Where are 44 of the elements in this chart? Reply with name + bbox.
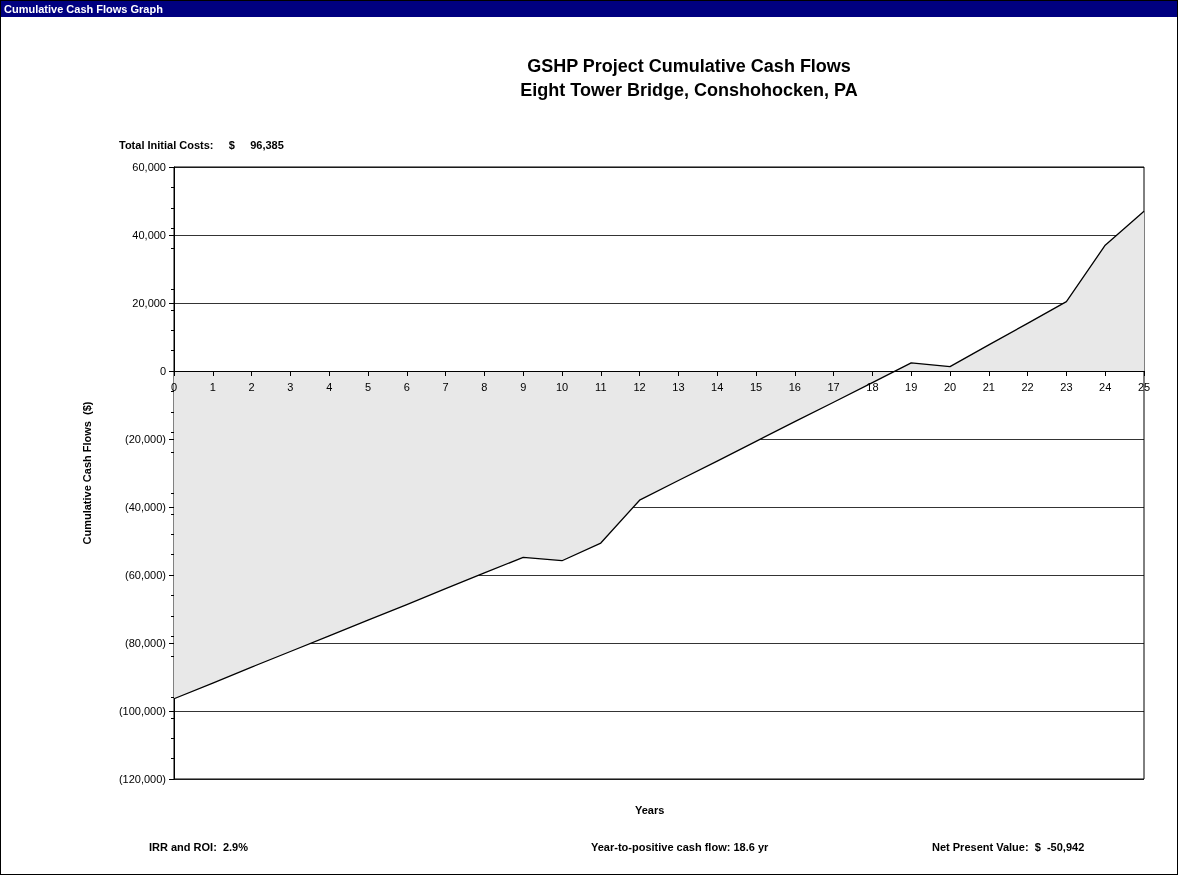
x-tick-label: 2 — [248, 380, 255, 393]
y-axis-title: Cumulative Cash Flows ($) — [80, 401, 93, 545]
x-tick-label: 10 — [555, 380, 569, 393]
y-tick-label: (80,000) — [125, 637, 166, 649]
x-tick-label: 4 — [326, 380, 333, 393]
x-tick-label: 25 — [1137, 380, 1151, 393]
y-tick-label: (40,000) — [125, 501, 166, 513]
x-tick-label: 17 — [827, 380, 840, 393]
x-tick-label: 8 — [481, 380, 488, 393]
x-tick-label: 6 — [403, 380, 410, 393]
y-tick-label: (20,000) — [125, 433, 166, 445]
x-tick-label: 13 — [672, 380, 685, 393]
x-tick-label: 7 — [442, 380, 449, 393]
x-tick-label: 11 — [595, 380, 607, 393]
y-tick-label: 0 — [159, 365, 166, 377]
x-tick-label: 22 — [1021, 380, 1034, 393]
text: Total Initial Costs: $ 96,385 — [119, 139, 284, 151]
x-tick-label: 24 — [1099, 380, 1112, 393]
x-tick-label: 0 — [170, 380, 178, 393]
x-tick-label: 21 — [982, 380, 995, 393]
x-tick-label: 1 — [209, 380, 216, 393]
x-tick-label: 20 — [943, 380, 957, 393]
y-tick-label: 40,000 — [132, 229, 166, 241]
text: IRR and ROI: 2.9% — [149, 841, 249, 853]
text: Cumulative Cash Flows Graph — [1, 1, 1177, 17]
x-tick-label: 18 — [866, 380, 879, 393]
y-tick-label: (100,000) — [118, 705, 166, 717]
x-tick-label: 23 — [1060, 380, 1073, 393]
x-tick-label: 9 — [520, 380, 527, 393]
x-tick-label: 3 — [287, 380, 294, 393]
x-tick-label: 5 — [364, 380, 372, 393]
x-axis-title: Years — [635, 803, 665, 816]
y-tick-label: 20,000 — [132, 297, 166, 309]
y-tick-label: (120,000) — [118, 773, 166, 785]
text: Year-to-positive cash flow: 18.6 yr — [591, 841, 769, 853]
x-tick-label: 15 — [749, 380, 763, 393]
text: Net Present Value: $ -50,942 — [932, 841, 1085, 853]
chart-title: GSHP Project Cumulative Cash Flows Eight Tower Bridge, Conshohocken, PA — [520, 56, 858, 100]
y-tick-label: (60,000) — [125, 569, 166, 581]
x-tick-label: 14 — [711, 380, 724, 393]
x-tick-label: 16 — [788, 380, 801, 393]
y-tick-label: 60,000 — [132, 161, 166, 173]
x-tick-label: 12 — [633, 380, 646, 393]
x-tick-label: 19 — [905, 380, 918, 393]
